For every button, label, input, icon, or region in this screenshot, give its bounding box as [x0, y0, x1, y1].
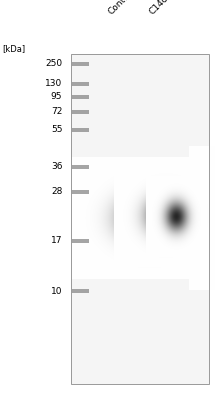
- Bar: [72, 62, 89, 66]
- Text: 28: 28: [51, 188, 62, 196]
- Bar: [72, 239, 89, 243]
- Bar: [72, 128, 89, 132]
- Text: 95: 95: [51, 92, 62, 101]
- Bar: [72, 289, 89, 293]
- Text: 10: 10: [51, 287, 62, 296]
- Text: 17: 17: [51, 236, 62, 245]
- Bar: [71, 54, 209, 384]
- Text: 36: 36: [51, 162, 62, 171]
- Text: 250: 250: [45, 60, 62, 68]
- Text: [kDa]: [kDa]: [2, 44, 25, 53]
- Text: 72: 72: [51, 108, 62, 116]
- Text: 130: 130: [45, 80, 62, 88]
- Bar: [71, 54, 209, 384]
- Text: Control: Control: [106, 0, 136, 16]
- Bar: [72, 110, 89, 114]
- Bar: [72, 165, 89, 169]
- Text: 55: 55: [51, 126, 62, 134]
- Bar: [72, 95, 89, 99]
- Text: C14orf177: C14orf177: [147, 0, 187, 16]
- Bar: [72, 82, 89, 86]
- Bar: [72, 190, 89, 194]
